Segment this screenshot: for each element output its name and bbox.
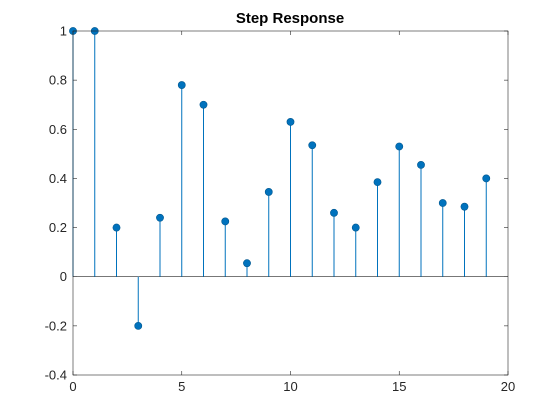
y-tick-label: -0.4 [45,368,67,383]
stem-marker [308,141,317,150]
x-tick-label: 20 [501,379,515,394]
stem-marker [438,199,447,207]
stem-marker [243,259,251,268]
stem-marker [156,213,164,222]
y-tick-label: 0.6 [49,122,67,137]
stem-marker [134,321,143,330]
stem-marker [395,142,404,151]
x-tick-label: 15 [392,379,406,394]
stem-marker [482,174,491,183]
y-tick-label: 1 [60,24,67,39]
stem-marker [460,202,469,211]
stem-marker [351,223,360,232]
stem-marker [264,188,273,196]
stem-marker [177,81,186,89]
x-tick-label: 0 [69,379,76,394]
y-tick-label: 0 [60,269,67,284]
stem-marker [199,100,208,109]
y-tick-label: 0.8 [49,73,67,88]
stem-marker [112,223,121,232]
y-tick-label: -0.2 [45,318,67,333]
stem-marker [286,118,295,126]
x-tick-label: 10 [283,379,297,394]
stem-marker [373,178,382,187]
stem-marker [221,217,230,226]
stem-marker [417,161,425,169]
stem-marker [330,208,338,217]
y-tick-label: 0.2 [49,220,67,235]
chart-title: Step Response [236,10,344,27]
y-tick-label: 0.4 [49,171,67,186]
x-tick-label: 5 [178,379,185,394]
